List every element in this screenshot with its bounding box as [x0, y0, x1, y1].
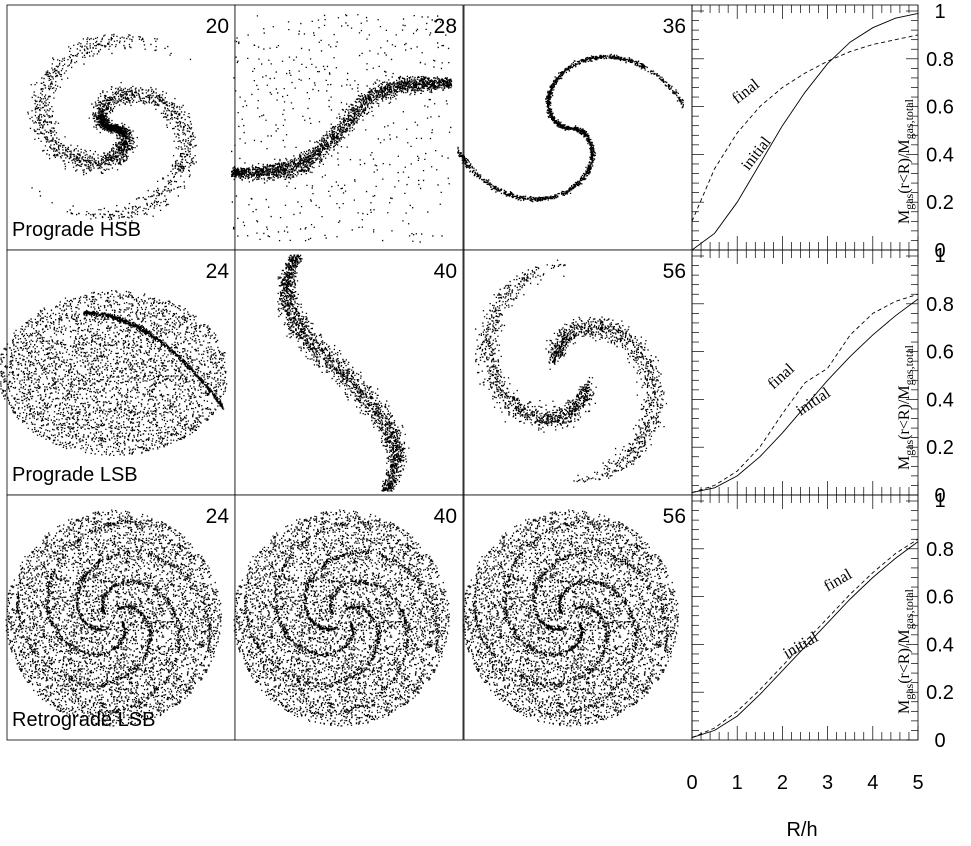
snapshot-panel: 40 — [234, 495, 464, 740]
x-axis-title: R/h — [786, 819, 817, 841]
y-axis-title-row-2: Mgas(r<R)/Mgas,total — [896, 344, 916, 470]
x-tick-label: 5 — [912, 772, 923, 794]
row-label: Retrograde LSB — [12, 709, 155, 731]
row-label: Prograde LSB — [12, 464, 138, 486]
snapshot-time-label: 24 — [206, 260, 230, 283]
x-axis: R/h 0 1 2 3 4 5 — [686, 772, 923, 841]
y-tick-label: 0.6 — [926, 97, 954, 119]
snapshot-panel: 56 — [464, 250, 692, 495]
series-line-initial — [692, 13, 918, 250]
y-tick-label: 0.2 — [926, 192, 954, 214]
snapshot-time-label: 56 — [663, 260, 686, 283]
y-tick-label: 0 — [934, 730, 945, 752]
snapshot-panel: 24 — [0, 250, 235, 495]
snapshot-panel: 24 — [6, 495, 236, 740]
series-line-final — [692, 35, 918, 221]
snapshot-time-label: 28 — [434, 15, 457, 38]
series-line-initial — [692, 299, 918, 493]
curve-label-final: final — [729, 76, 763, 108]
snapshot-panel: 28 — [231, 5, 463, 250]
y-tick-label: 0.8 — [926, 49, 954, 71]
y-axis-title-row-1: Mgas(r<R)/Mgas,total — [896, 98, 916, 224]
x-tick-label: 2 — [777, 772, 788, 794]
y-tick-label: 0.8 — [926, 539, 954, 561]
curve-label-initial: initial — [738, 133, 775, 173]
snapshot-panel: 56 — [463, 495, 693, 740]
y-tick-label: 1 — [934, 245, 945, 267]
y-tick-label: 0.6 — [926, 342, 954, 364]
curve-label-initial: initial — [780, 629, 821, 663]
y-tick-label: 0.2 — [926, 437, 954, 459]
x-tick-label: 0 — [686, 772, 697, 794]
y-axis-titles: Mgas(r<R)/Mgas,total Mgas(r<R)/Mgas,tota… — [896, 98, 916, 714]
snapshot-time-label: 20 — [206, 15, 229, 38]
snapshot-time-label: 56 — [663, 505, 686, 528]
y-tick-label: 1 — [934, 1, 945, 23]
snapshot-panel: 36 — [457, 5, 692, 250]
y-tick-label: 0.6 — [926, 587, 954, 609]
curve-label-final: final — [821, 566, 855, 596]
series-line-final — [692, 294, 918, 492]
snapshot-time-label: 24 — [206, 505, 230, 528]
row-label: Prograde HSB — [12, 219, 141, 241]
x-tick-label: 1 — [732, 772, 743, 794]
x-tick-label: 3 — [822, 772, 833, 794]
y-tick-label: 1 — [934, 490, 945, 512]
snapshot-time-label: 40 — [434, 505, 457, 528]
y-tick-label: 0.4 — [926, 144, 954, 166]
y-tick-label: 0.4 — [926, 634, 954, 656]
snapshot-panel: 40 — [235, 250, 463, 495]
y-tick-label: 0.8 — [926, 294, 954, 316]
curve-label-initial: initial — [793, 384, 834, 419]
y-tick-label: 0.2 — [926, 682, 954, 704]
y-axis-title-row-3: Mgas(r<R)/Mgas,total — [896, 588, 916, 714]
snapshot-time-label: 36 — [663, 15, 686, 38]
snapshot-grid: 20 28 36 Prograde HSB 24 40 56 Prograde LSB 24 40… — [0, 5, 692, 740]
curve-label-final: final — [765, 360, 799, 393]
snapshot-time-label: 40 — [434, 260, 457, 283]
y-tick-label: 0.4 — [926, 389, 954, 411]
snapshot-panel: 20 — [7, 5, 235, 250]
x-tick-label: 4 — [867, 772, 878, 794]
